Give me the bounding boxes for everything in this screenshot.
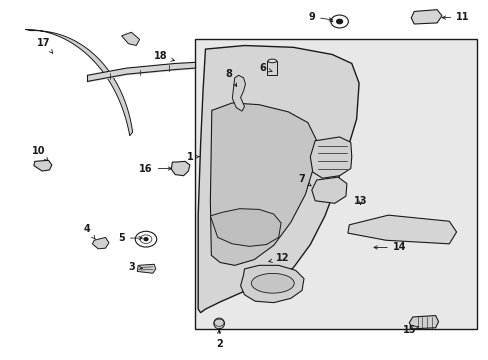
Polygon shape <box>210 103 316 265</box>
Text: 18: 18 <box>154 51 174 61</box>
Text: 8: 8 <box>225 69 236 86</box>
Text: 5: 5 <box>118 233 142 243</box>
Text: 3: 3 <box>128 262 142 272</box>
Text: 7: 7 <box>298 174 310 186</box>
Text: 11: 11 <box>441 12 469 22</box>
Bar <box>194 40 476 329</box>
Ellipse shape <box>251 273 294 293</box>
Text: 16: 16 <box>139 163 171 174</box>
Text: 15: 15 <box>402 325 418 335</box>
Polygon shape <box>92 237 109 249</box>
Polygon shape <box>240 265 304 303</box>
Polygon shape <box>410 10 441 24</box>
Text: 12: 12 <box>268 253 289 263</box>
Text: 17: 17 <box>37 38 53 53</box>
Circle shape <box>144 238 148 240</box>
Polygon shape <box>310 137 351 178</box>
Circle shape <box>336 19 342 24</box>
Polygon shape <box>347 215 456 244</box>
Polygon shape <box>210 209 281 246</box>
Text: 9: 9 <box>308 12 332 22</box>
Polygon shape <box>311 177 346 203</box>
Polygon shape <box>408 316 438 329</box>
Polygon shape <box>232 75 245 111</box>
Text: 6: 6 <box>259 63 271 73</box>
Text: 2: 2 <box>215 330 222 349</box>
Polygon shape <box>122 32 140 45</box>
Polygon shape <box>171 161 189 176</box>
FancyBboxPatch shape <box>267 60 277 75</box>
Polygon shape <box>34 160 52 171</box>
Ellipse shape <box>213 318 224 329</box>
Polygon shape <box>198 45 358 313</box>
Text: 4: 4 <box>84 225 95 239</box>
Polygon shape <box>25 30 132 136</box>
Text: 10: 10 <box>32 145 48 161</box>
Text: 13: 13 <box>353 196 366 206</box>
Polygon shape <box>137 264 156 273</box>
Ellipse shape <box>267 59 276 63</box>
Text: 1: 1 <box>186 152 199 162</box>
Text: 14: 14 <box>373 242 406 252</box>
